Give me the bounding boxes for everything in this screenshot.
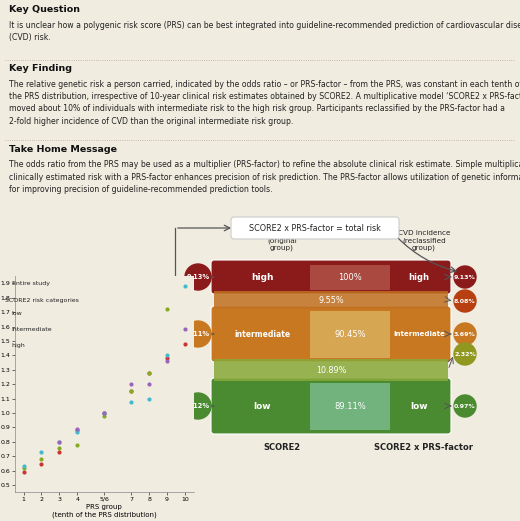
FancyBboxPatch shape — [389, 262, 449, 292]
Circle shape — [454, 290, 476, 312]
Point — [163, 354, 171, 363]
Point — [145, 394, 153, 403]
Text: low: low — [11, 311, 22, 316]
Point — [19, 464, 28, 472]
Text: Take Home Message: Take Home Message — [9, 144, 118, 154]
Text: high: high — [409, 272, 430, 281]
Point — [145, 380, 153, 389]
Point — [127, 380, 135, 389]
Point — [55, 438, 63, 446]
Text: high: high — [251, 272, 273, 281]
FancyBboxPatch shape — [389, 380, 449, 432]
Text: low: low — [410, 402, 428, 411]
Text: SCORE2 risk categories: SCORE2 risk categories — [5, 298, 79, 303]
Text: CVD incidence
(reclassified
group): CVD incidence (reclassified group) — [398, 230, 450, 251]
Text: Key Finding: Key Finding — [9, 65, 72, 73]
Point — [73, 441, 82, 449]
Circle shape — [454, 323, 476, 345]
Text: 9.55%: 9.55% — [318, 295, 344, 304]
Point — [145, 368, 153, 377]
Point — [127, 398, 135, 406]
Circle shape — [454, 395, 476, 417]
Text: SCORE2: SCORE2 — [264, 443, 301, 452]
FancyBboxPatch shape — [211, 260, 451, 294]
X-axis label: PRS group
(tenth of the PRS distribution): PRS group (tenth of the PRS distribution… — [52, 504, 157, 518]
Text: intermediate: intermediate — [234, 329, 290, 339]
Point — [37, 460, 46, 468]
Point — [127, 387, 135, 395]
Text: SCORE2 x PRS-factor: SCORE2 x PRS-factor — [374, 443, 474, 452]
Text: 8.08%: 8.08% — [454, 299, 476, 304]
Text: 100%: 100% — [338, 272, 362, 281]
Point — [163, 305, 171, 314]
Text: intermediate: intermediate — [11, 327, 52, 332]
Point — [127, 387, 135, 395]
Text: 2.32%: 2.32% — [454, 352, 476, 356]
Point — [5, 341, 13, 350]
Text: The relative genetic risk a person carried, indicated by the odds ratio – or PRS: The relative genetic risk a person carri… — [9, 80, 520, 126]
Point — [163, 351, 171, 359]
Point — [55, 443, 63, 452]
Point — [181, 325, 189, 333]
Polygon shape — [214, 359, 448, 381]
Text: 0.97%: 0.97% — [454, 403, 476, 408]
Text: 4.11%: 4.11% — [187, 331, 210, 337]
Point — [163, 357, 171, 365]
Point — [100, 412, 109, 420]
Point — [181, 340, 189, 348]
Text: 9.13%: 9.13% — [454, 275, 476, 279]
Point — [100, 409, 109, 417]
Text: Entire study: Entire study — [11, 281, 49, 286]
Text: low: low — [253, 402, 271, 411]
Text: intermediate: intermediate — [393, 331, 445, 337]
Text: high: high — [11, 343, 25, 348]
Circle shape — [454, 343, 476, 365]
Circle shape — [185, 393, 211, 419]
Point — [5, 309, 13, 318]
Point — [100, 409, 109, 417]
Point — [19, 462, 28, 470]
Point — [181, 282, 189, 290]
Text: Key Question: Key Question — [9, 5, 81, 14]
Point — [55, 448, 63, 456]
Point — [5, 279, 13, 288]
Circle shape — [454, 266, 476, 288]
Point — [73, 425, 82, 433]
Text: 3.69%: 3.69% — [454, 331, 476, 337]
Text: SCORE2 x PRS-factor = total risk: SCORE2 x PRS-factor = total risk — [249, 224, 381, 232]
Point — [37, 448, 46, 456]
Bar — [310, 382, 390, 429]
Circle shape — [185, 264, 211, 290]
Point — [145, 368, 153, 377]
Point — [100, 409, 109, 417]
Text: 9.13%: 9.13% — [187, 274, 210, 280]
Text: It is unclear how a polygenic risk score (PRS) can be best integrated into guide: It is unclear how a polygenic risk score… — [9, 21, 520, 42]
Point — [73, 426, 82, 435]
FancyBboxPatch shape — [211, 306, 451, 362]
FancyBboxPatch shape — [389, 308, 449, 360]
Point — [37, 455, 46, 463]
FancyBboxPatch shape — [211, 378, 451, 434]
Circle shape — [185, 321, 211, 347]
Text: 89.11%: 89.11% — [334, 402, 366, 411]
Bar — [310, 265, 390, 290]
Text: 1.12%: 1.12% — [187, 403, 210, 409]
FancyBboxPatch shape — [231, 217, 399, 239]
Point — [5, 325, 13, 333]
Point — [73, 428, 82, 436]
Text: The odds ratio from the PRS may be used as a multiplier (PRS-factor) to refine t: The odds ratio from the PRS may be used … — [9, 160, 520, 194]
Bar — [310, 311, 390, 357]
Polygon shape — [214, 291, 448, 309]
Text: CVD incidence
(original
group): CVD incidence (original group) — [256, 230, 308, 251]
Point — [55, 438, 63, 446]
Text: 10.89%: 10.89% — [316, 366, 346, 375]
Text: 90.45%: 90.45% — [334, 329, 366, 339]
Point — [19, 468, 28, 476]
